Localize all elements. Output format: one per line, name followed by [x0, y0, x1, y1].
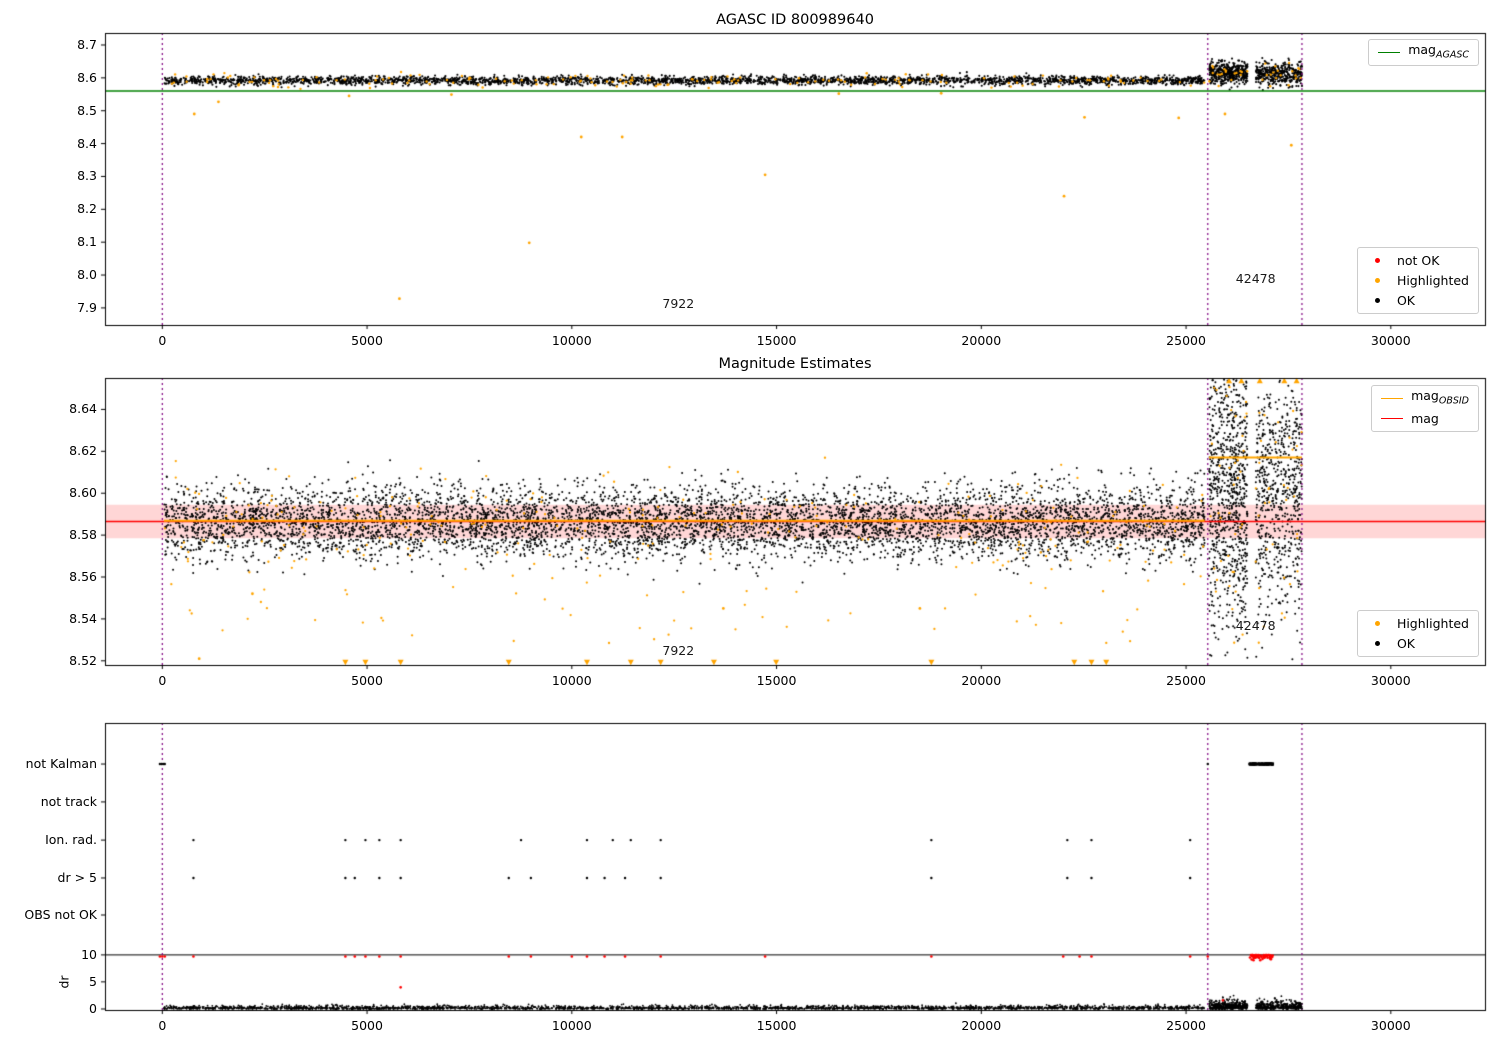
- figure: AGASC ID 800989640 Magnitude Estimates 0…: [0, 0, 1500, 1050]
- plots-canvas: [0, 0, 1500, 1050]
